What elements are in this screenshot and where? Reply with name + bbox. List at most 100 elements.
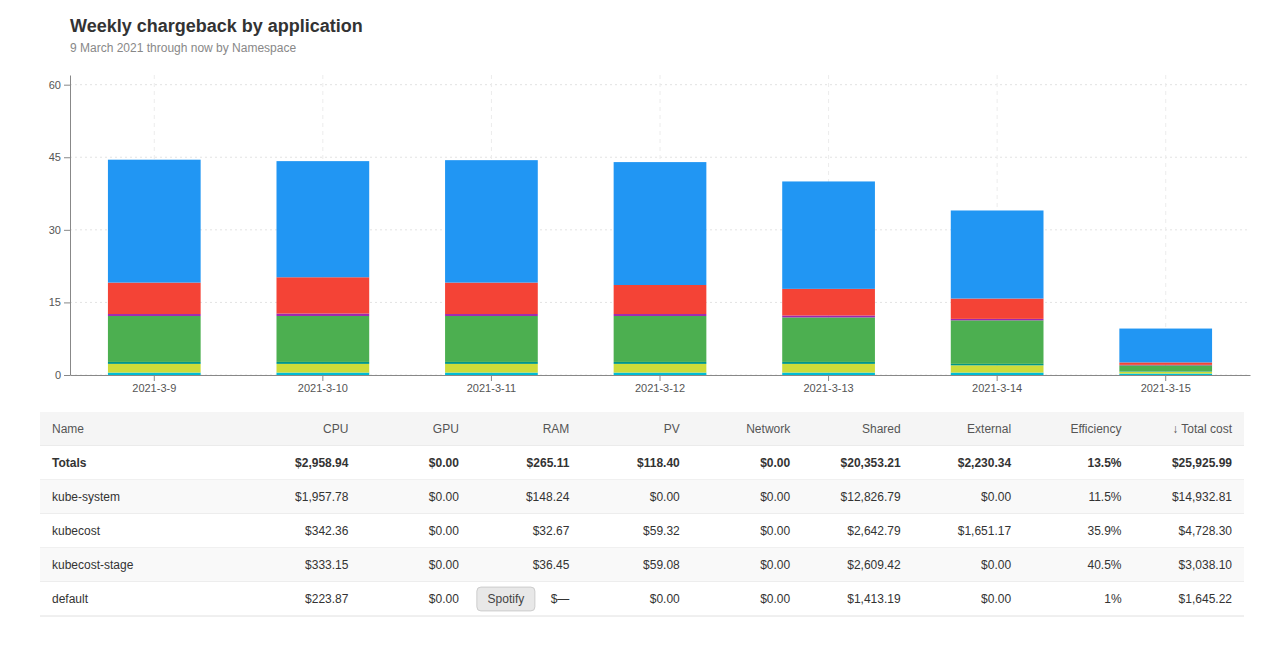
table-cell: $342.36: [305, 524, 349, 538]
table-cell: $36.45: [533, 558, 570, 572]
y-tick: 30: [49, 224, 70, 236]
x-tick: 2021-3-12: [635, 375, 685, 394]
y-tick-label: 45: [49, 151, 61, 163]
table-cell: $12,826.79: [841, 490, 901, 504]
x-tick-mark: [154, 375, 155, 381]
grid: [70, 75, 1250, 375]
bar-segment: [614, 285, 707, 314]
x-tick: 2021-3-13: [803, 375, 853, 394]
table-cell: $0.00: [429, 592, 459, 606]
y-tick: 0: [55, 369, 70, 381]
y-tick-mark: [64, 157, 70, 158]
table-header-cell: Shared: [862, 422, 901, 436]
x-tick-label: 2021-3-13: [803, 382, 853, 394]
y-tick-mark: [64, 85, 70, 86]
table-cell: $3,038.10: [1179, 558, 1233, 572]
table-header-cell: PV: [664, 422, 680, 436]
table-header-bg: [40, 412, 1244, 446]
bar-segment: [782, 315, 875, 317]
bar-segment: [277, 277, 370, 313]
table-cell: $0.00: [760, 558, 790, 572]
table-cell: $0.00: [981, 490, 1011, 504]
table-cell: $0.00: [760, 490, 790, 504]
y-axis-line: [70, 76, 71, 376]
table-cell: $20,353.21: [841, 456, 901, 470]
table-cell: $333.15: [305, 558, 349, 572]
table-cell: $0.00: [650, 592, 680, 606]
y-tick-label: 60: [49, 79, 61, 91]
table-cell: $0.00: [429, 524, 459, 538]
x-tick-mark: [660, 375, 661, 381]
bar-segment: [614, 314, 707, 316]
x-axis: 2021-3-9 2021-3-10 2021-3-11 2021-3-12 2021-…: [71, 375, 1251, 394]
table-divider: [40, 616, 1244, 617]
bar-segment: [782, 364, 875, 373]
table-cell: $32.67: [533, 524, 570, 538]
x-tick: 2021-3-9: [132, 375, 176, 394]
x-tick: 2021-3-14: [972, 375, 1022, 394]
x-tick-mark: [828, 375, 829, 381]
series: [108, 373, 1212, 375]
bar-segment: [951, 320, 1044, 364]
bar-segment: [445, 160, 538, 282]
x-tick-label: 2021-3-12: [635, 382, 685, 394]
table-row-bg: [40, 480, 1244, 514]
table-header-cell: CPU: [323, 422, 348, 436]
table-cell: $118.40: [637, 456, 680, 470]
title: Weekly chargeback by application: [70, 16, 363, 36]
table-cell: $1,651.17: [958, 524, 1012, 538]
bar-segment: [951, 299, 1044, 319]
table-header-cell: Name: [52, 422, 84, 436]
table-row-bg: [40, 582, 1244, 616]
table-cell: $25,925.99: [1172, 456, 1232, 470]
bar-segment: [277, 364, 370, 373]
table-cell: $0.00: [981, 592, 1011, 606]
bar-segment: [445, 316, 538, 362]
x-tick: 2021-3-11: [467, 375, 516, 394]
tooltip-text: Spotify: [488, 592, 525, 606]
bar-segment: [1119, 372, 1212, 374]
bar-segment: [445, 283, 538, 314]
tooltip-box: [477, 587, 535, 611]
table-cell: kube-system: [52, 490, 120, 504]
table-cell: $0.00: [429, 558, 459, 572]
table-cell: $0.00: [650, 490, 680, 504]
series: [108, 316, 1212, 371]
x-tick-label: 2021-3-11: [467, 382, 516, 394]
y-tick-mark: [64, 375, 70, 376]
x-tick-label: 2021-3-9: [132, 382, 176, 394]
x-tick-mark: [322, 375, 323, 381]
table-cell: $148.24: [526, 490, 570, 504]
x-tick-mark: [491, 375, 492, 381]
bar-segment: [277, 161, 370, 277]
bar-segment: [614, 316, 707, 362]
x-tick-label: 2021-3-14: [972, 382, 1022, 394]
series: [108, 362, 1212, 372]
bar-segment: [1119, 374, 1212, 375]
table: NameCPUGPURAMPVNetworkSharedExternalEffi…: [40, 412, 1244, 616]
table-cell: $0.00: [760, 456, 790, 470]
bar-segment: [108, 160, 201, 283]
table-cell: $0.00: [760, 592, 790, 606]
table-cell: 40.5%: [1088, 558, 1122, 572]
x-tick: 2021-3-10: [298, 375, 348, 394]
bar-segment: [445, 314, 538, 316]
bar-segment: [951, 210, 1044, 298]
bar-segment: [782, 289, 875, 316]
table-cell: kubecost-stage: [52, 558, 134, 572]
bar-segment: [614, 364, 707, 373]
table-row-bg: [40, 514, 1244, 548]
table-row-bg: [40, 548, 1244, 582]
table-cell: $0.00: [429, 456, 459, 470]
table-cell: $2,642.79: [847, 524, 901, 538]
bar-segment: [614, 362, 707, 364]
x-tick-label: 2021-3-15: [1141, 382, 1191, 394]
bar-segment: [108, 314, 201, 316]
table-cell: 13.5%: [1088, 456, 1122, 470]
table-cell: $2,609.42: [847, 558, 901, 572]
series: [108, 364, 1212, 374]
bar-segment: [277, 373, 370, 375]
x-tick-mark: [997, 375, 998, 381]
table-cell: $2,958.94: [295, 456, 349, 470]
bars: [108, 160, 1212, 375]
